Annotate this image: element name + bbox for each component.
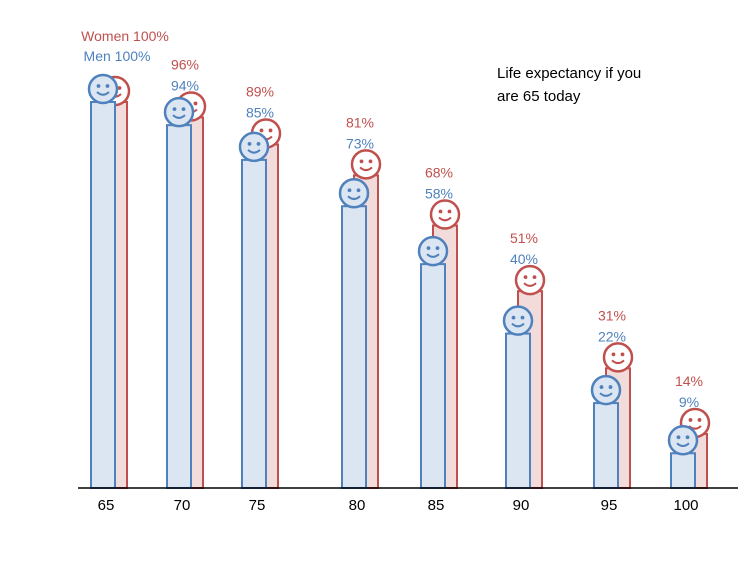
tick-labels: 65 70 75 80 85 90 95 100 <box>98 497 699 514</box>
smiley-men-icon <box>338 177 370 209</box>
bar-men-75 <box>241 158 267 489</box>
smiley-men-icon <box>590 374 622 406</box>
label-women-75: 89% <box>246 83 274 99</box>
smiley-women-icon <box>514 264 546 296</box>
smiley-men-icon <box>238 131 270 163</box>
bar-men-80 <box>341 205 367 489</box>
annotation-line-1: Life expectancy if you <box>497 65 642 82</box>
label-men-85: 58% <box>425 186 453 202</box>
smiley-women-icon <box>602 342 634 373</box>
label-men-65: Men 100% <box>84 48 151 64</box>
label-men-75: 85% <box>246 104 274 120</box>
label-men-95: 22% <box>598 328 626 344</box>
bars-layer: Women 100% Men 100% 96% 94% 89% 85% 81% 73% 68% 5… <box>81 28 711 490</box>
label-men-100: 9% <box>679 394 699 410</box>
bar-men-65 <box>90 101 116 489</box>
label-women-70: 96% <box>171 56 199 72</box>
label-women-85: 68% <box>425 165 453 181</box>
label-men-90: 40% <box>510 251 538 267</box>
label-men-80: 73% <box>346 135 374 151</box>
annotation-line-2: are 65 today <box>497 88 581 105</box>
smiley-women-icon <box>429 199 461 230</box>
tick-label-80: 80 <box>349 497 366 514</box>
tick-label-95: 95 <box>601 497 618 514</box>
bar-men-100 <box>670 452 696 490</box>
smiley-men-icon <box>163 96 195 128</box>
smiley-men-icon <box>87 73 119 105</box>
chart-annotation: Life expectancy if you are 65 today <box>497 62 697 108</box>
smiley-women-icon <box>350 149 382 180</box>
bar-men-95 <box>593 402 619 489</box>
label-women-95: 31% <box>598 307 626 323</box>
tick-label-85: 85 <box>428 497 445 514</box>
bar-men-70 <box>166 124 192 489</box>
smiley-men-icon <box>667 425 699 456</box>
label-women-100: 14% <box>675 373 703 389</box>
smiley-men-icon <box>417 235 449 267</box>
label-women-80: 81% <box>346 114 374 130</box>
tick-label-90: 90 <box>513 497 530 514</box>
label-women-65: Women 100% <box>81 28 169 44</box>
tick-label-75: 75 <box>249 497 266 514</box>
label-women-90: 51% <box>510 230 538 246</box>
label-men-70: 94% <box>171 77 199 93</box>
tick-label-70: 70 <box>174 497 191 514</box>
bar-men-90 <box>505 332 531 489</box>
bar-men-85 <box>420 263 446 489</box>
tick-label-100: 100 <box>673 497 698 514</box>
smiley-men-icon <box>502 305 534 336</box>
tick-label-65: 65 <box>98 497 115 514</box>
